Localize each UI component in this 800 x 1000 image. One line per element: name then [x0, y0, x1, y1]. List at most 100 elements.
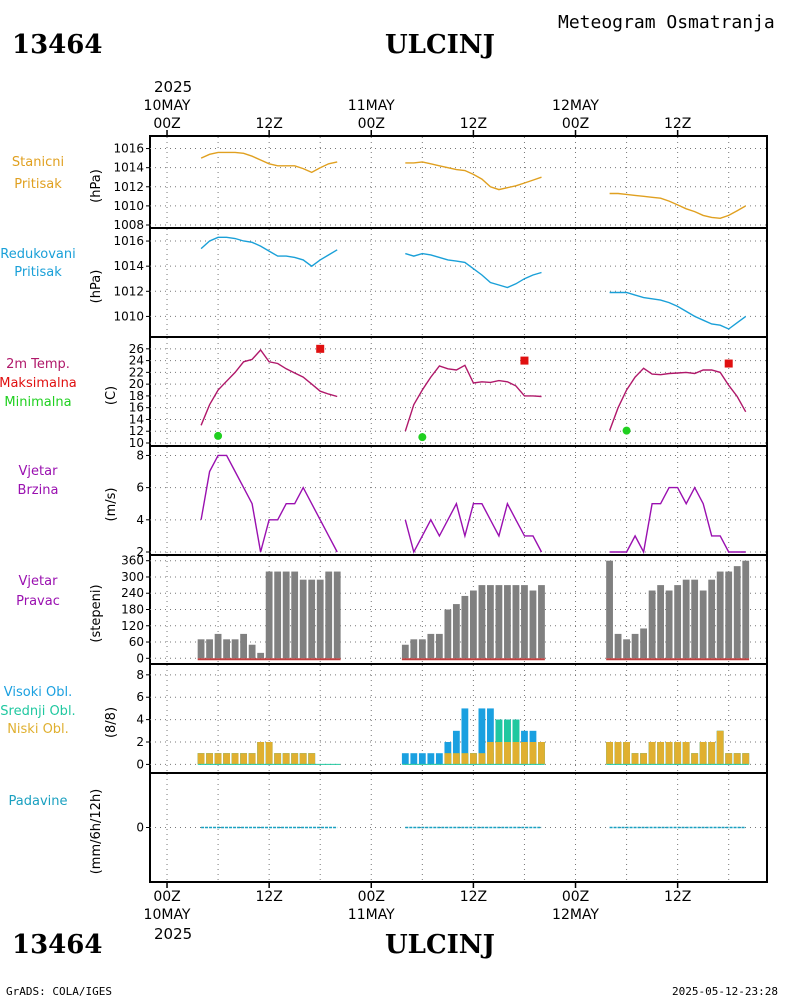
y-tick-label: 24 — [129, 354, 144, 368]
wind-direction-bar — [538, 585, 545, 659]
panel-title-line: Redukovani — [0, 247, 75, 262]
wind-direction-bar — [240, 633, 248, 659]
y-axis-label: (hPa) — [89, 270, 104, 304]
product-title: Meteogram Osmatranja — [558, 12, 775, 33]
y-tick-label: 8 — [136, 448, 144, 462]
low-cloud-bar — [512, 742, 520, 765]
wind-direction-bar — [657, 585, 665, 659]
y-tick-label: 22 — [129, 365, 144, 379]
y-tick-label: 1008 — [113, 218, 144, 232]
high-cloud-bar — [410, 753, 418, 765]
high-cloud-bar — [487, 708, 494, 765]
wind-direction-bar — [274, 571, 282, 659]
series-line — [609, 486, 746, 555]
bottom-hour-label: 00Z — [562, 889, 589, 905]
series-line — [608, 367, 747, 431]
wind-direction-bar — [640, 628, 647, 659]
panel-title-line: Pritisak — [14, 265, 62, 280]
low-cloud-bar — [231, 753, 239, 765]
high-cloud-bar — [452, 730, 460, 765]
bottom-hour-label: 00Z — [358, 889, 385, 905]
wind-direction-bar — [316, 579, 324, 659]
tmin-marker — [418, 433, 427, 442]
y-tick-label: 4 — [136, 513, 144, 527]
y-tick-label: 240 — [121, 586, 144, 600]
top-date-label: 11MAY — [348, 98, 395, 114]
wind-direction-bar — [444, 609, 452, 659]
low-cloud-bar — [206, 753, 213, 765]
low-cloud-bar — [308, 753, 316, 765]
low-cloud-bar — [648, 742, 656, 765]
low-cloud-bar — [240, 753, 248, 765]
low-cloud-bar — [265, 742, 273, 765]
low-cloud-bar — [606, 742, 613, 765]
wind-direction-bar — [299, 579, 307, 659]
high-cloud-bar — [418, 753, 426, 765]
tmin-marker — [622, 426, 631, 435]
wind-direction-bar — [512, 585, 520, 659]
wind-direction-bar — [257, 652, 265, 659]
bottom-hour-label: 12Z — [255, 889, 282, 905]
y-tick-label: 1012 — [113, 284, 144, 298]
low-cloud-bar — [614, 742, 622, 765]
panel-title-line: Pritisak — [14, 177, 62, 192]
low-cloud-bar — [274, 753, 282, 765]
y-axis-label: (stepeni) — [89, 584, 104, 642]
wind-direction-bar — [214, 633, 222, 659]
y-axis-label: (m/s) — [104, 488, 119, 522]
wind-direction-bar — [487, 585, 494, 659]
y-tick-label: 14 — [129, 412, 144, 426]
bottom-hour-label: 00Z — [153, 889, 180, 905]
low-cloud-bar — [708, 742, 716, 765]
wind-direction-bar — [504, 585, 511, 659]
y-axis-label: (mm/6h/12h) — [89, 789, 104, 875]
credit-text: GrADS: COLA/IGES — [6, 985, 112, 998]
wind-direction-bar — [614, 633, 622, 659]
header-station-id: 13464 — [12, 30, 103, 60]
top-year-label: 2025 — [154, 78, 193, 96]
panel-title-line: Pravac — [16, 594, 60, 609]
y-tick-label: 180 — [121, 603, 144, 617]
series-line — [200, 151, 338, 174]
low-cloud-bar — [716, 730, 724, 765]
low-cloud-bar — [623, 742, 630, 765]
y-axis-label: (C) — [104, 386, 119, 405]
low-cloud-bar — [699, 742, 707, 765]
low-cloud-bar — [495, 742, 503, 765]
y-tick-label: 12 — [129, 424, 144, 438]
wind-direction-bar — [623, 639, 630, 659]
y-tick-label: 300 — [121, 570, 144, 584]
wind-direction-bar — [206, 639, 213, 659]
y-tick-label: 2 — [136, 735, 144, 749]
plot-frame — [149, 135, 768, 883]
low-cloud-bar — [257, 742, 265, 765]
panel-title-line: Stanicni — [12, 155, 64, 170]
y-tick-label: 20 — [129, 377, 144, 391]
low-cloud-bar — [487, 742, 494, 765]
series-line — [200, 348, 338, 426]
wind-direction-bar — [708, 579, 716, 659]
panel-title-line: Padavine — [9, 794, 68, 809]
bottom-date-label: 12MAY — [552, 907, 599, 923]
wind-direction-bar — [521, 585, 528, 659]
y-tick-label: 360 — [121, 554, 144, 568]
top-hour-label: 00Z — [562, 116, 589, 132]
wind-direction-bar — [418, 639, 426, 659]
wind-direction-bar — [291, 571, 299, 659]
panel-title-line: Maksimalna — [0, 376, 77, 391]
wind-direction-bar — [452, 604, 460, 659]
y-tick-label: 16 — [129, 401, 144, 415]
y-tick-label: 6 — [136, 481, 144, 495]
tmin-marker — [214, 431, 223, 440]
low-cloud-bar — [733, 753, 741, 765]
y-tick-label: 0 — [136, 651, 144, 665]
top-hour-label: 00Z — [153, 116, 180, 132]
wind-direction-bar — [742, 560, 750, 659]
top-date-label: 12MAY — [552, 98, 599, 114]
low-cloud-bar — [223, 753, 230, 765]
top-hour-label: 12Z — [255, 116, 282, 132]
low-cloud-bar — [282, 753, 290, 765]
low-cloud-bar — [674, 742, 682, 765]
wind-direction-bar — [401, 644, 409, 659]
